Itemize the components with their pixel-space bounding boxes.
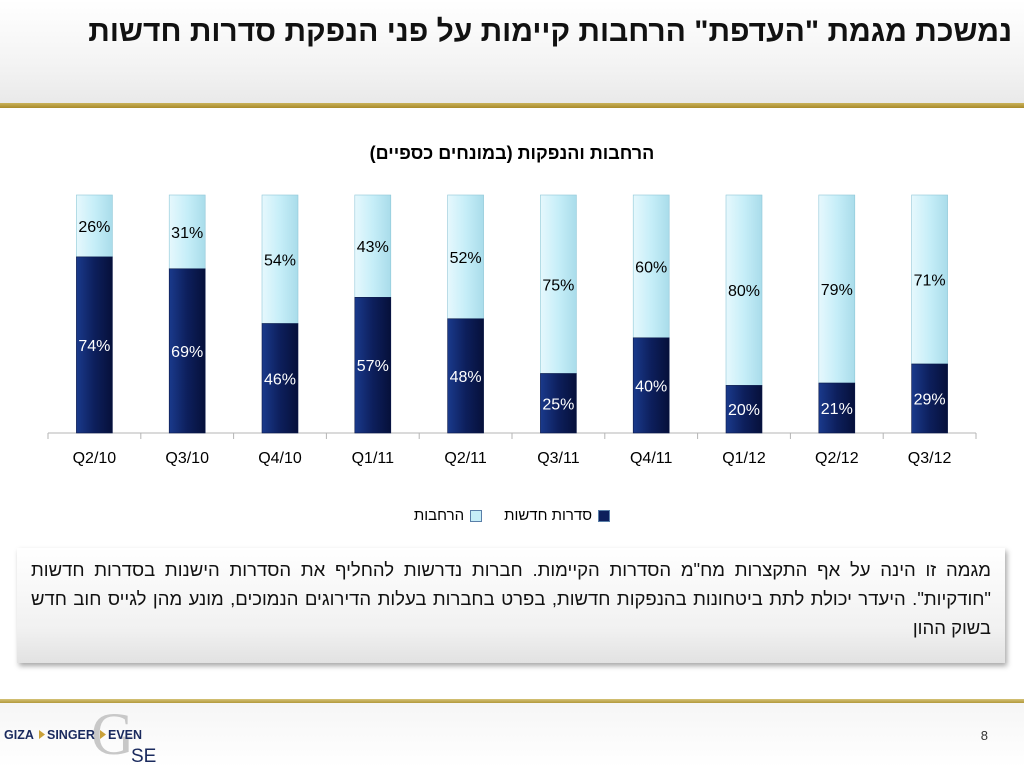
legend-label-expansions: הרחבות xyxy=(413,507,465,524)
bar-expansions xyxy=(168,194,206,270)
data-label-expansions: 43% xyxy=(357,239,389,256)
data-label-expansions: 54% xyxy=(264,252,296,269)
bar-new-series xyxy=(911,363,948,434)
footer xyxy=(0,703,1024,768)
x-tick-label: Q4/11 xyxy=(630,450,673,467)
data-label-new-series: 46% xyxy=(264,371,296,388)
data-label-expansions: 60% xyxy=(635,259,667,276)
legend-item-new-series: סדרות חדשות xyxy=(504,507,611,524)
bar-new-series xyxy=(261,323,299,434)
data-label-new-series: 21% xyxy=(821,401,853,418)
logo-word-singer: SINGER xyxy=(47,728,95,742)
bar-new-series xyxy=(76,256,113,434)
x-tick-label: Q4/10 xyxy=(258,450,302,467)
data-label-new-series: 40% xyxy=(635,378,667,395)
x-tick-label: Q2/10 xyxy=(73,450,117,467)
data-label-new-series: 57% xyxy=(357,358,389,375)
header: נמשכת מגמת "העדפת" הרחבות קיימות על פני … xyxy=(0,0,1024,104)
bar-expansions xyxy=(354,194,392,298)
logo-word-even: EVEN xyxy=(108,728,142,742)
chart-title: הרחבות והנפקות (במונחים כספיים) xyxy=(369,143,655,163)
bar-expansions xyxy=(447,194,484,320)
bar-expansions xyxy=(911,194,948,365)
slide-title: נמשכת מגמת "העדפת" הרחבות קיימות על פני … xyxy=(88,15,1012,48)
footer-divider xyxy=(0,699,1024,703)
data-label-new-series: 74% xyxy=(78,338,110,355)
data-label-expansions: 52% xyxy=(450,250,482,267)
x-tick-label: Q1/12 xyxy=(722,450,766,467)
header-divider xyxy=(0,103,1024,108)
giza-singer-even-logo: G GIZA SINGER EVEN SE xyxy=(4,706,156,764)
summary-text: מגמה זו הינה על אף התקצרות מח"מ הסדרות ה… xyxy=(31,559,991,638)
legend-item-expansions: הרחבות xyxy=(413,507,483,524)
bar-new-series xyxy=(725,385,763,434)
logo-arrow-2 xyxy=(100,730,106,739)
bar-expansions xyxy=(818,194,856,384)
page-number: 8 xyxy=(980,728,988,743)
data-label-new-series: 29% xyxy=(914,391,946,408)
legend-swatch-new-series xyxy=(598,509,611,522)
x-tick-label: Q2/11 xyxy=(444,450,487,467)
logo-word-giza: GIZA xyxy=(4,728,34,742)
bar-new-series xyxy=(447,318,484,434)
data-label-expansions: 80% xyxy=(728,283,760,300)
x-tick-label: Q3/10 xyxy=(165,450,209,467)
data-label-expansions: 75% xyxy=(542,277,574,294)
bar-new-series xyxy=(168,268,206,434)
bar-expansions xyxy=(76,194,113,258)
data-label-new-series: 20% xyxy=(728,402,760,419)
bar-new-series xyxy=(818,382,856,434)
x-tick-label: Q2/12 xyxy=(815,450,859,467)
bar-expansions xyxy=(540,194,577,374)
x-tick-label: Q1/11 xyxy=(352,450,395,467)
x-tick-label: Q3/11 xyxy=(537,450,580,467)
logo-big-letter: G xyxy=(91,706,134,764)
data-label-expansions: 31% xyxy=(171,225,203,242)
bar-new-series xyxy=(354,297,392,434)
data-label-expansions: 71% xyxy=(914,272,946,289)
legend-swatch-expansions xyxy=(470,509,483,522)
data-label-expansions: 26% xyxy=(78,219,110,236)
data-label-expansions: 79% xyxy=(821,282,853,299)
data-label-new-series: 48% xyxy=(450,369,482,386)
x-tick-label: Q3/12 xyxy=(908,450,952,467)
logo-suffix: SE xyxy=(131,746,156,764)
legend-label-new-series: סדרות חדשות xyxy=(504,507,593,524)
chart-legend: סדרות חדשות הרחבות xyxy=(0,507,1024,524)
logo-arrow-1 xyxy=(39,730,45,739)
summary-textbox: מגמה זו הינה על אף התקצרות מח"מ הסדרות ה… xyxy=(17,548,1005,663)
bar-new-series xyxy=(632,337,670,434)
data-label-new-series: 69% xyxy=(171,344,203,361)
bar-new-series xyxy=(540,373,577,434)
bar-chart: 74% 26% Q2/10 69% 31% Q3/10 46% 54% Q4/10 57% 43% Q… xyxy=(47,194,977,467)
data-label-new-series: 25% xyxy=(542,396,574,413)
